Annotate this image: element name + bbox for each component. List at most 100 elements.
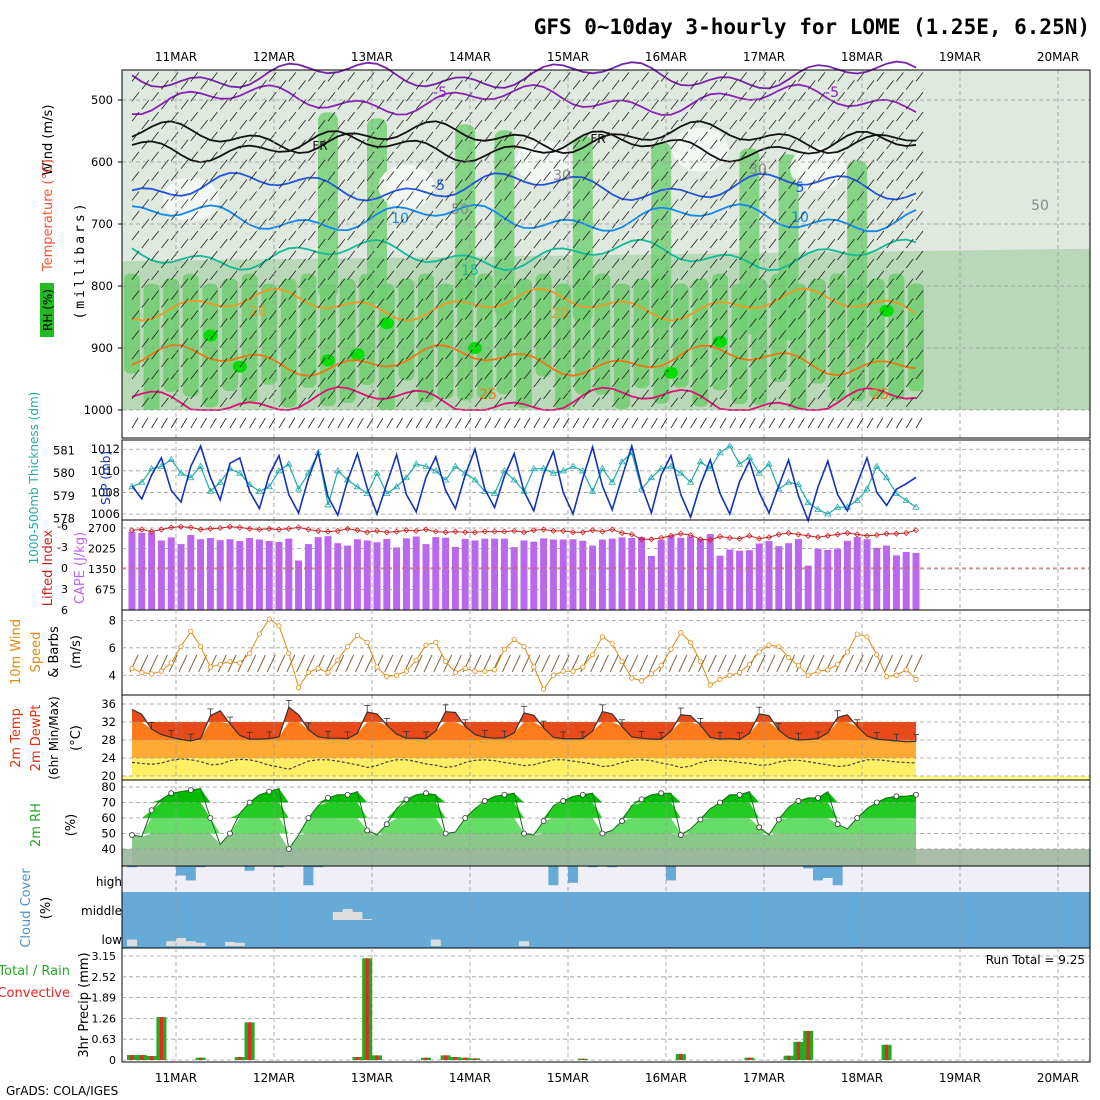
li-point [383, 529, 390, 536]
wind-barb [376, 338, 385, 348]
cape-bar [520, 540, 528, 610]
wind-barb [357, 357, 365, 368]
cape-bar [236, 541, 244, 610]
wind-barb [749, 338, 757, 348]
thickness-point [392, 483, 401, 490]
wind-barb [484, 91, 493, 102]
cape-bar [324, 536, 332, 610]
wind-barb [327, 72, 336, 82]
rh2m-point [619, 818, 625, 824]
wind-barb [700, 389, 708, 400]
slp-tick: 1012 [91, 442, 120, 456]
wind-barb [729, 318, 738, 328]
wind-barb [161, 258, 169, 269]
cloud-mid-bar [332, 912, 343, 920]
top-date-label: 18MAR [841, 50, 883, 64]
wind-barb [268, 111, 277, 122]
wind-barb [435, 298, 444, 308]
cape-bar [892, 555, 900, 610]
wind10-point [756, 649, 762, 655]
wind-barb [592, 179, 600, 189]
thickness-point [579, 467, 587, 474]
wind-barb [288, 290, 297, 300]
wind-barb [660, 211, 669, 221]
cape-bar [843, 540, 851, 610]
wind10-barb [550, 654, 560, 673]
thickness-point [324, 501, 332, 508]
li-point [716, 533, 724, 540]
precip-conv-bar [787, 1055, 791, 1060]
wind-barb [317, 139, 326, 150]
precip-conv-bar [453, 1057, 457, 1060]
wind-barb [239, 298, 248, 308]
wind-barb [641, 330, 649, 340]
wind-barb [915, 369, 924, 380]
wind10-point [433, 639, 439, 645]
precip-conv-bar [130, 1055, 134, 1060]
cape-bar [138, 532, 146, 610]
wind-barb [249, 191, 257, 201]
wind-barb [180, 219, 189, 229]
cloud-high-bar [607, 866, 618, 868]
wind-barb [396, 357, 404, 368]
wind-barb [700, 131, 708, 142]
cape-bar [598, 539, 606, 610]
wind-barb [219, 139, 228, 150]
wind-barb [298, 377, 306, 388]
wind-barb [298, 80, 306, 90]
surface-barb [700, 417, 707, 429]
wind-barb [288, 72, 297, 82]
wind-barb [660, 330, 669, 340]
cloud-low-bar [127, 939, 137, 946]
wind-barb [837, 270, 845, 281]
ylabel-thickness: 1000-500mb Thickness (dm) [27, 392, 41, 565]
wind-barb [651, 298, 659, 308]
wind-barb [357, 99, 365, 110]
wind-barb [268, 211, 277, 221]
li-point [256, 526, 263, 533]
wind-barb [856, 330, 865, 340]
wind-barb [739, 389, 747, 400]
wind-barb [896, 270, 904, 281]
li-point [697, 536, 704, 543]
wind-barb [837, 131, 845, 142]
wind-barb [562, 330, 571, 340]
wind10-point [129, 665, 135, 672]
wind-barb [141, 397, 150, 408]
wind-barb [386, 290, 395, 300]
wind-barb [572, 397, 581, 408]
wind-barb [298, 318, 306, 328]
wind-barb [298, 199, 306, 209]
wind-barb [690, 99, 698, 110]
wind-barb [219, 199, 228, 209]
wind-barb [278, 159, 287, 170]
wind-barb [798, 250, 806, 261]
wind-barb [308, 250, 316, 261]
wind-barb [386, 72, 395, 82]
wind-barb [425, 211, 434, 221]
wind-barb [327, 171, 336, 181]
cape-bar [334, 543, 342, 610]
wind-barb [788, 80, 796, 90]
wind-barb [366, 330, 375, 340]
wind-barb [690, 179, 698, 189]
surface-barb [886, 417, 893, 429]
wind10-barb [345, 654, 355, 673]
wind-barb [553, 199, 561, 209]
wind-barb [700, 211, 708, 221]
wind-barb [866, 219, 875, 229]
wind-barb [170, 270, 179, 281]
cloud-high-bar [822, 866, 833, 878]
upper-frame [121, 69, 1091, 439]
wind-barb [680, 310, 689, 320]
wind-barb [180, 377, 189, 388]
ylabel-precip-total: Total / Rain [0, 964, 70, 979]
rh-dry-pocket [790, 146, 846, 191]
wind-barb [788, 357, 796, 368]
wind10-barb [256, 654, 266, 673]
thk-tick: 579 [53, 489, 75, 503]
wind-barb [680, 151, 689, 162]
wind-barb [651, 238, 659, 249]
wind-barb [170, 131, 179, 142]
